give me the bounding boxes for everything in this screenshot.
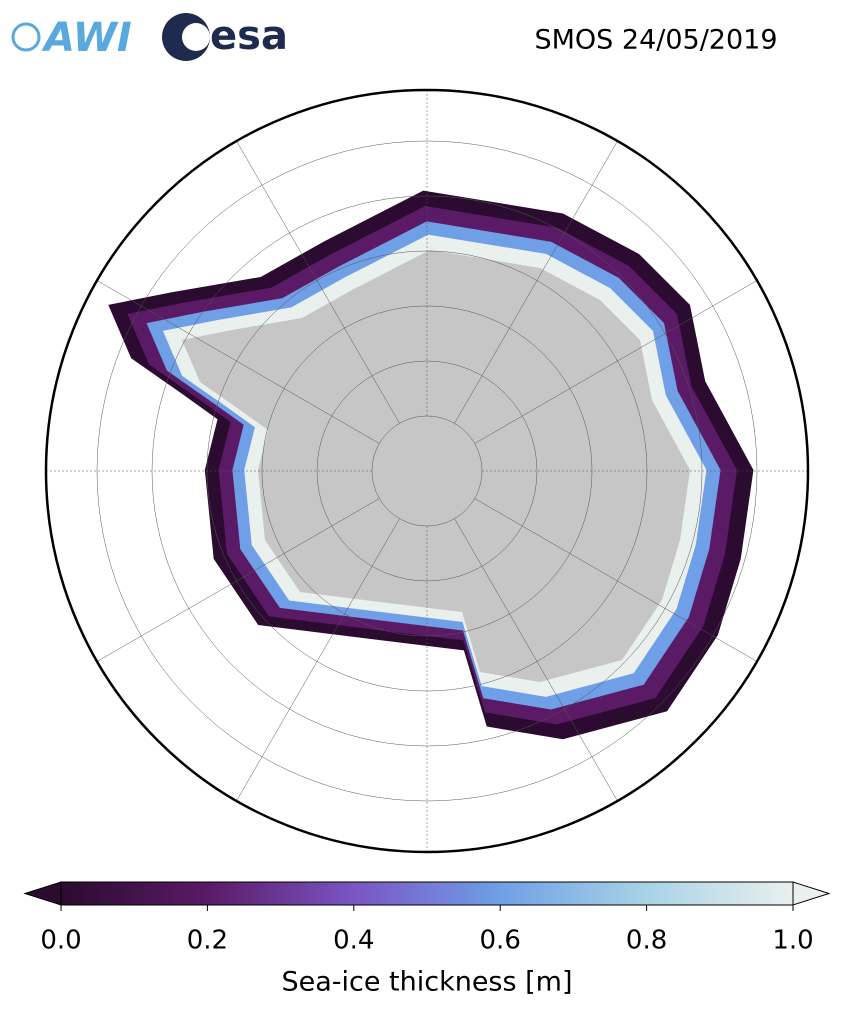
title: SMOS 24/05/2019 xyxy=(534,25,777,56)
meridian xyxy=(474,275,765,444)
colorbar-body xyxy=(60,881,794,906)
tick-label: 0.8 xyxy=(626,926,667,956)
awi-logo: AWI xyxy=(11,15,132,61)
colorbar-extend-low xyxy=(23,881,62,906)
meridian xyxy=(231,518,400,809)
esa-logo: esa xyxy=(162,13,288,61)
tick-label: 0.0 xyxy=(40,926,81,956)
tick-label: 1.0 xyxy=(772,926,813,956)
sea-ice xyxy=(108,190,754,740)
meridian xyxy=(454,518,623,809)
logo-text: AWI xyxy=(41,15,132,61)
latitude-circle xyxy=(316,360,538,582)
tick-label: 0.2 xyxy=(187,926,228,956)
colorbar-extend-high xyxy=(792,881,831,906)
logo-text: esa xyxy=(210,13,288,59)
meridian xyxy=(474,498,765,667)
graticule xyxy=(46,90,808,852)
meridian xyxy=(454,133,623,424)
meridian xyxy=(231,133,400,424)
tick-label: 0.4 xyxy=(333,926,374,956)
meridian xyxy=(89,275,380,444)
meridian xyxy=(89,498,380,667)
colorbar: 0.0 0.2 0.4 0.6 0.8 1.0 Sea-ice thickness [m] xyxy=(23,881,831,998)
map xyxy=(46,90,808,852)
tick-label: 0.6 xyxy=(480,926,521,956)
colorbar-label: Sea-ice thickness [m] xyxy=(281,967,572,998)
latitude-circle xyxy=(96,140,758,802)
map-boundary xyxy=(44,88,810,854)
land xyxy=(182,250,690,682)
